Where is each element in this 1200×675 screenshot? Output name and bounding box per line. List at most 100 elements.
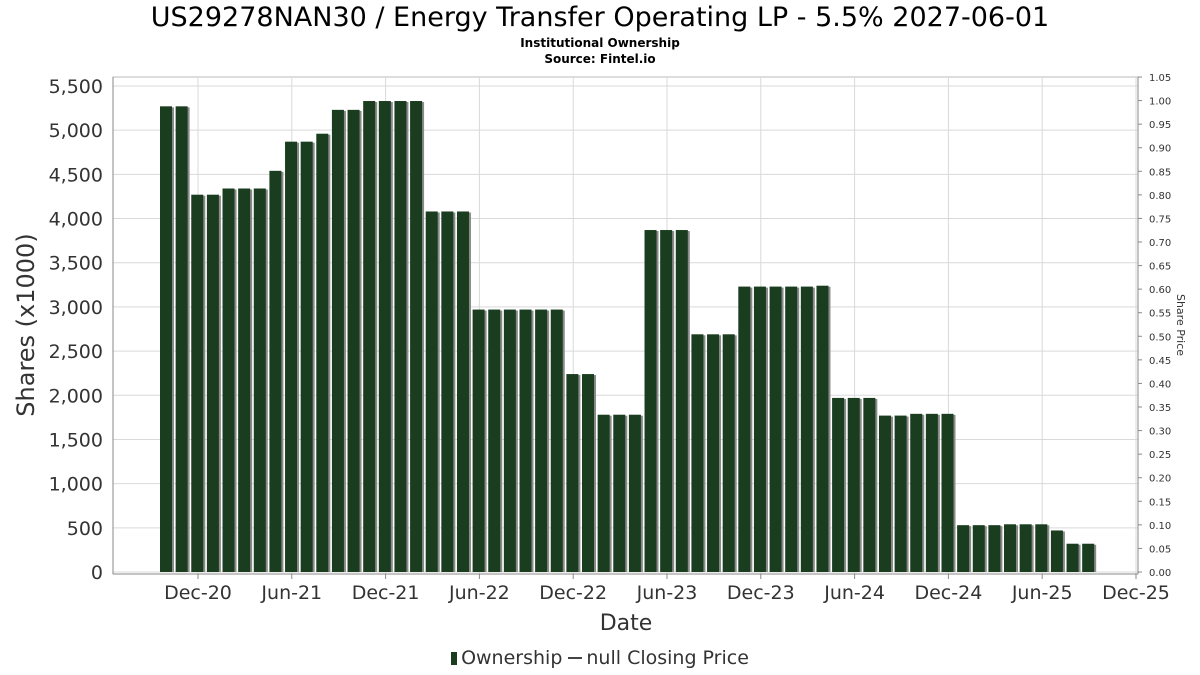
ownership-bar xyxy=(269,170,282,572)
ownership-bar xyxy=(410,101,423,572)
y-tick-label: 500 xyxy=(67,518,103,540)
ownership-bar xyxy=(472,309,485,572)
y-tick-label: 1,000 xyxy=(49,474,103,496)
y2-tick-label: 0.40 xyxy=(1149,379,1171,390)
ownership-bar xyxy=(785,286,798,572)
y2-tick-label: 0.70 xyxy=(1149,238,1171,249)
y2-axis-label: Share Price xyxy=(1174,294,1187,356)
ownership-bar xyxy=(878,415,891,572)
y-tick-label: 3,500 xyxy=(49,253,103,275)
ownership-bar xyxy=(535,309,548,572)
legend-ownership-label: Ownership xyxy=(461,647,563,669)
ownership-bar xyxy=(816,285,829,572)
ownership-bar xyxy=(160,106,172,572)
ownership-bar xyxy=(253,188,266,572)
y-axis-label: Shares (x1000) xyxy=(12,233,40,416)
ownership-bar xyxy=(675,230,688,573)
ownership-bar xyxy=(206,194,219,573)
ownership-bar xyxy=(1035,524,1048,572)
y-tick-label: 0 xyxy=(91,562,103,584)
ownership-legend-swatch xyxy=(451,652,458,665)
chart-source: Source: Fintel.io xyxy=(544,52,656,66)
y2-tick-label: 0.60 xyxy=(1149,285,1171,296)
ownership-bar xyxy=(800,286,813,572)
ownership-bar xyxy=(894,415,907,572)
axes: 0 500 1,000 1,500 2,000 2,500 3,000 3,500 4,000 4… xyxy=(49,73,1172,604)
ownership-bar xyxy=(222,188,235,572)
ownership-bar xyxy=(753,286,766,572)
ownership-bar xyxy=(363,101,376,572)
ownership-bar xyxy=(957,525,970,572)
y2-tick-label: 0.00 xyxy=(1149,568,1171,579)
ownership-bar xyxy=(1004,524,1017,572)
y2-tick-label: 0.05 xyxy=(1149,544,1171,555)
y2-tick-label: 0.80 xyxy=(1149,191,1171,202)
ownership-bar xyxy=(285,141,298,572)
chart-subtitle: Institutional Ownership xyxy=(520,36,680,50)
y2-tick-label: 0.85 xyxy=(1149,167,1171,178)
y2-tick-label: 0.95 xyxy=(1149,120,1171,131)
legend: Ownership null Closing Price xyxy=(0,647,1200,669)
ownership-bar xyxy=(941,413,954,572)
y-tick-label: 1,500 xyxy=(49,429,103,451)
price-legend-line xyxy=(568,657,583,659)
ownership-bar xyxy=(769,286,782,572)
y-tick-label: 4,500 xyxy=(49,164,103,186)
x-tick-label: Jun-23 xyxy=(636,582,698,604)
y-tick-label: 2,500 xyxy=(49,341,103,363)
ownership-bar xyxy=(1066,543,1079,572)
legend-price-label: null Closing Price xyxy=(586,647,749,669)
x-tick-label: Dec-25 xyxy=(1102,582,1170,604)
ownership-bar xyxy=(582,374,595,572)
bars xyxy=(160,101,1097,573)
ownership-bar xyxy=(910,413,923,572)
ownership-bar xyxy=(378,101,391,572)
ownership-bar xyxy=(300,141,313,572)
y2-tick-label: 0.65 xyxy=(1149,262,1171,273)
x-tick-label: Jun-22 xyxy=(448,582,510,604)
ownership-bar xyxy=(1082,543,1095,572)
ownership-bar xyxy=(316,133,329,572)
ownership-bar xyxy=(175,106,188,572)
x-tick-label: Dec-20 xyxy=(164,582,232,604)
y2-tick-label: 1.00 xyxy=(1149,97,1171,108)
y2-tick-label: 0.15 xyxy=(1149,497,1171,508)
ownership-bar xyxy=(331,109,344,572)
ownership-bar xyxy=(566,374,579,572)
ownership-bar xyxy=(1050,530,1063,572)
x-tick-label: Dec-22 xyxy=(539,582,607,604)
y-tick-label: 4,000 xyxy=(49,209,103,231)
x-tick-label: Dec-21 xyxy=(352,582,420,604)
ownership-bar xyxy=(191,194,204,573)
ownership-bar xyxy=(1019,524,1032,572)
ownership-bar xyxy=(863,397,876,572)
ownership-bar xyxy=(847,397,860,572)
ownership-bar xyxy=(972,525,985,572)
y2-tick-label: 0.55 xyxy=(1149,309,1171,320)
y2-tick-label: 0.45 xyxy=(1149,356,1171,367)
y2-tick-label: 0.90 xyxy=(1149,144,1171,155)
x-tick-label: Jun-24 xyxy=(823,582,885,604)
ownership-bar xyxy=(488,309,501,572)
ownership-bar xyxy=(988,525,1001,572)
x-tick-label: Jun-25 xyxy=(1011,582,1073,604)
ownership-bar xyxy=(707,334,720,572)
ownership-bar xyxy=(394,101,407,572)
ownership-bar xyxy=(456,211,469,572)
ownership-bar xyxy=(441,211,454,572)
ownership-bar xyxy=(925,413,938,572)
chart-title: US29278NAN30 / Energy Transfer Operating… xyxy=(150,2,1050,33)
y2-tick-label: 0.10 xyxy=(1149,521,1171,532)
y2-tick-label: 0.50 xyxy=(1149,332,1171,343)
ownership-bar xyxy=(425,211,438,572)
x-axis-label: Date xyxy=(600,611,653,636)
x-tick-label: Dec-24 xyxy=(914,582,982,604)
ownership-bar xyxy=(613,414,626,572)
y2-tick-label: 0.25 xyxy=(1149,450,1171,461)
y2-tick-label: 0.75 xyxy=(1149,214,1171,225)
ownership-bar xyxy=(660,230,673,573)
ownership-bar xyxy=(519,309,532,572)
ownership-bar xyxy=(597,414,610,572)
ownership-bar xyxy=(347,109,360,572)
